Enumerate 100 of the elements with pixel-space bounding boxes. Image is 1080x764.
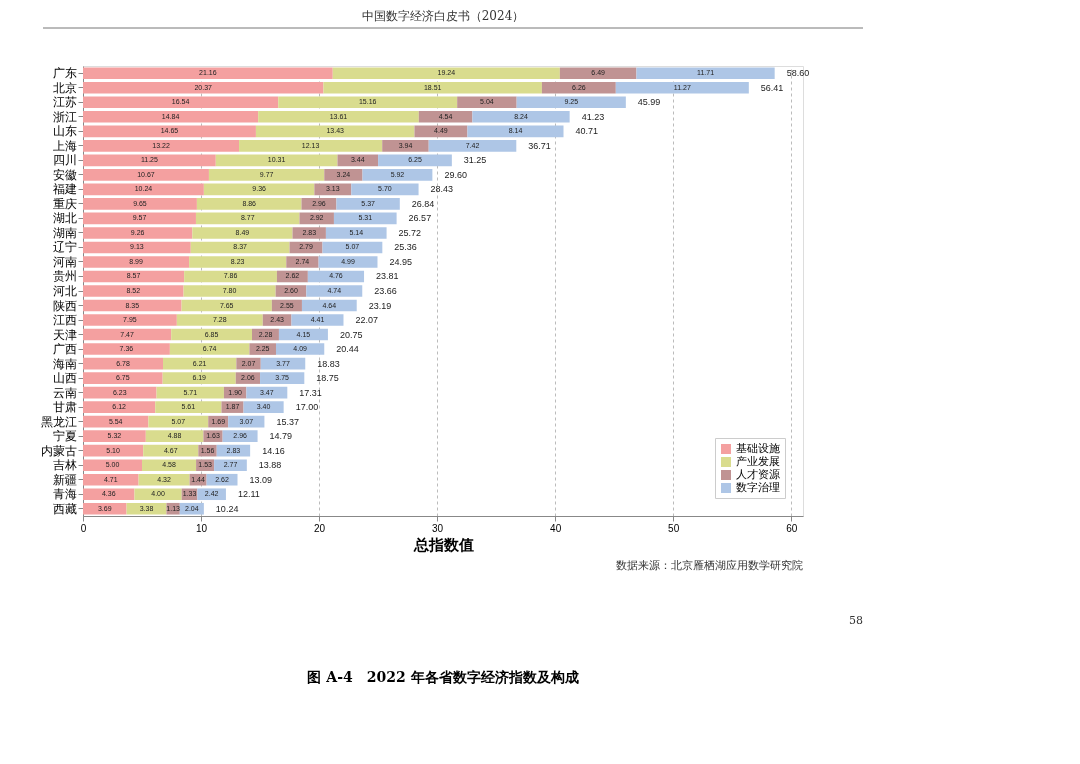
total-label: 41.23 (581, 111, 605, 122)
bar (221, 401, 244, 413)
total-label: 25.36 (394, 242, 417, 253)
bar (83, 299, 182, 312)
total-label: 13.88 (258, 460, 282, 471)
bar (83, 401, 156, 413)
bar (516, 96, 626, 109)
bar (323, 81, 542, 94)
bar (214, 459, 247, 471)
y-tick-label: 天津 (52, 327, 77, 342)
bar (83, 372, 163, 384)
y-tick-label: 北京 (52, 80, 77, 95)
bar (351, 183, 419, 196)
bar (306, 285, 363, 297)
total-label: 29.60 (444, 169, 467, 180)
bar (195, 212, 300, 225)
y-tick-label: 黑龙江 (40, 414, 77, 429)
bar (176, 314, 263, 326)
x-axis-title: 总指数值 (412, 535, 474, 553)
bar (155, 401, 222, 413)
total-label: 17.31 (299, 387, 322, 398)
bar (559, 67, 637, 80)
total-label: 31.25 (463, 155, 487, 166)
text: 图 A-4 2022 年各省数字经济指数及构成 (307, 669, 579, 685)
bar (258, 111, 419, 123)
bar (162, 372, 236, 384)
total-label: 36.71 (528, 140, 551, 151)
total-label: 15.37 (276, 416, 299, 427)
y-tick-label: 西藏 (52, 501, 77, 516)
y-tick-label: 云南 (52, 385, 77, 400)
bar (336, 198, 400, 210)
y-tick-label: 上海 (52, 138, 77, 153)
bar (138, 473, 190, 486)
bar (457, 96, 517, 109)
bar (275, 343, 325, 355)
bar (636, 67, 775, 80)
bar (472, 111, 570, 123)
y-tick-label: 贵州 (52, 269, 77, 284)
bar (83, 183, 204, 196)
y-tick-label: 湖南 (52, 225, 77, 240)
total-label: 14.16 (262, 445, 285, 456)
y-tick-label: 山西 (52, 371, 77, 386)
bar (615, 81, 749, 94)
bar (189, 256, 287, 268)
total-label: 25.72 (398, 227, 422, 238)
source-note: 数据来源：北京雁栖湖应用数学研究院 (616, 559, 803, 571)
bar (196, 198, 302, 210)
legend-label: 人才资源 (736, 468, 780, 480)
total-label: 23.81 (376, 271, 399, 282)
bar (83, 67, 333, 80)
bar (239, 140, 383, 152)
bar (83, 314, 177, 326)
x-tick-label: 40 (550, 522, 562, 534)
bar (278, 96, 458, 109)
bar (318, 256, 378, 268)
bar (83, 81, 324, 94)
total-label: 10.24 (215, 503, 239, 514)
text: 中国数字经济白皮书（2024） (361, 9, 525, 23)
y-tick-label: 海南 (52, 356, 77, 371)
y-tick-label: 浙江 (52, 109, 77, 124)
bar (83, 111, 259, 123)
total-label: 24.95 (389, 256, 413, 267)
total-label: 20.44 (336, 344, 359, 355)
bar (134, 488, 182, 501)
bar (83, 125, 256, 138)
bar (286, 256, 319, 268)
y-tick-label: 内蒙古 (40, 443, 77, 458)
bar (83, 270, 185, 283)
bar (215, 154, 338, 167)
bar (428, 140, 517, 152)
bar (169, 343, 250, 355)
bar (192, 227, 293, 239)
total-label: 18.83 (317, 358, 340, 369)
total-label: 12.11 (237, 489, 260, 500)
bar (183, 285, 276, 297)
total-label: 14.79 (269, 431, 293, 442)
bar (382, 140, 429, 152)
text: 58 (849, 614, 863, 627)
total-label: 26.57 (408, 213, 432, 224)
bar (83, 328, 172, 341)
bar (418, 111, 473, 123)
bar (190, 241, 290, 254)
legend-label: 产业发展 (736, 455, 780, 467)
y-tick-label: 河南 (52, 254, 77, 269)
y-tick-label: 广东 (52, 66, 77, 81)
bar (126, 502, 167, 515)
total-label: 17.00 (295, 402, 319, 413)
bar (362, 169, 433, 181)
bar (181, 299, 272, 312)
bar (83, 488, 135, 501)
bar (83, 198, 197, 210)
bar (83, 285, 184, 297)
y-tick-label: 新疆 (52, 472, 77, 487)
y-tick-label: 青海 (52, 487, 77, 502)
y-tick-label: 湖北 (52, 211, 77, 226)
total-label: 26.84 (411, 198, 435, 209)
total-label: 18.75 (316, 373, 339, 384)
x-tick-label: 30 (432, 522, 444, 534)
bar (255, 125, 415, 138)
total-label: 28.43 (430, 184, 454, 195)
